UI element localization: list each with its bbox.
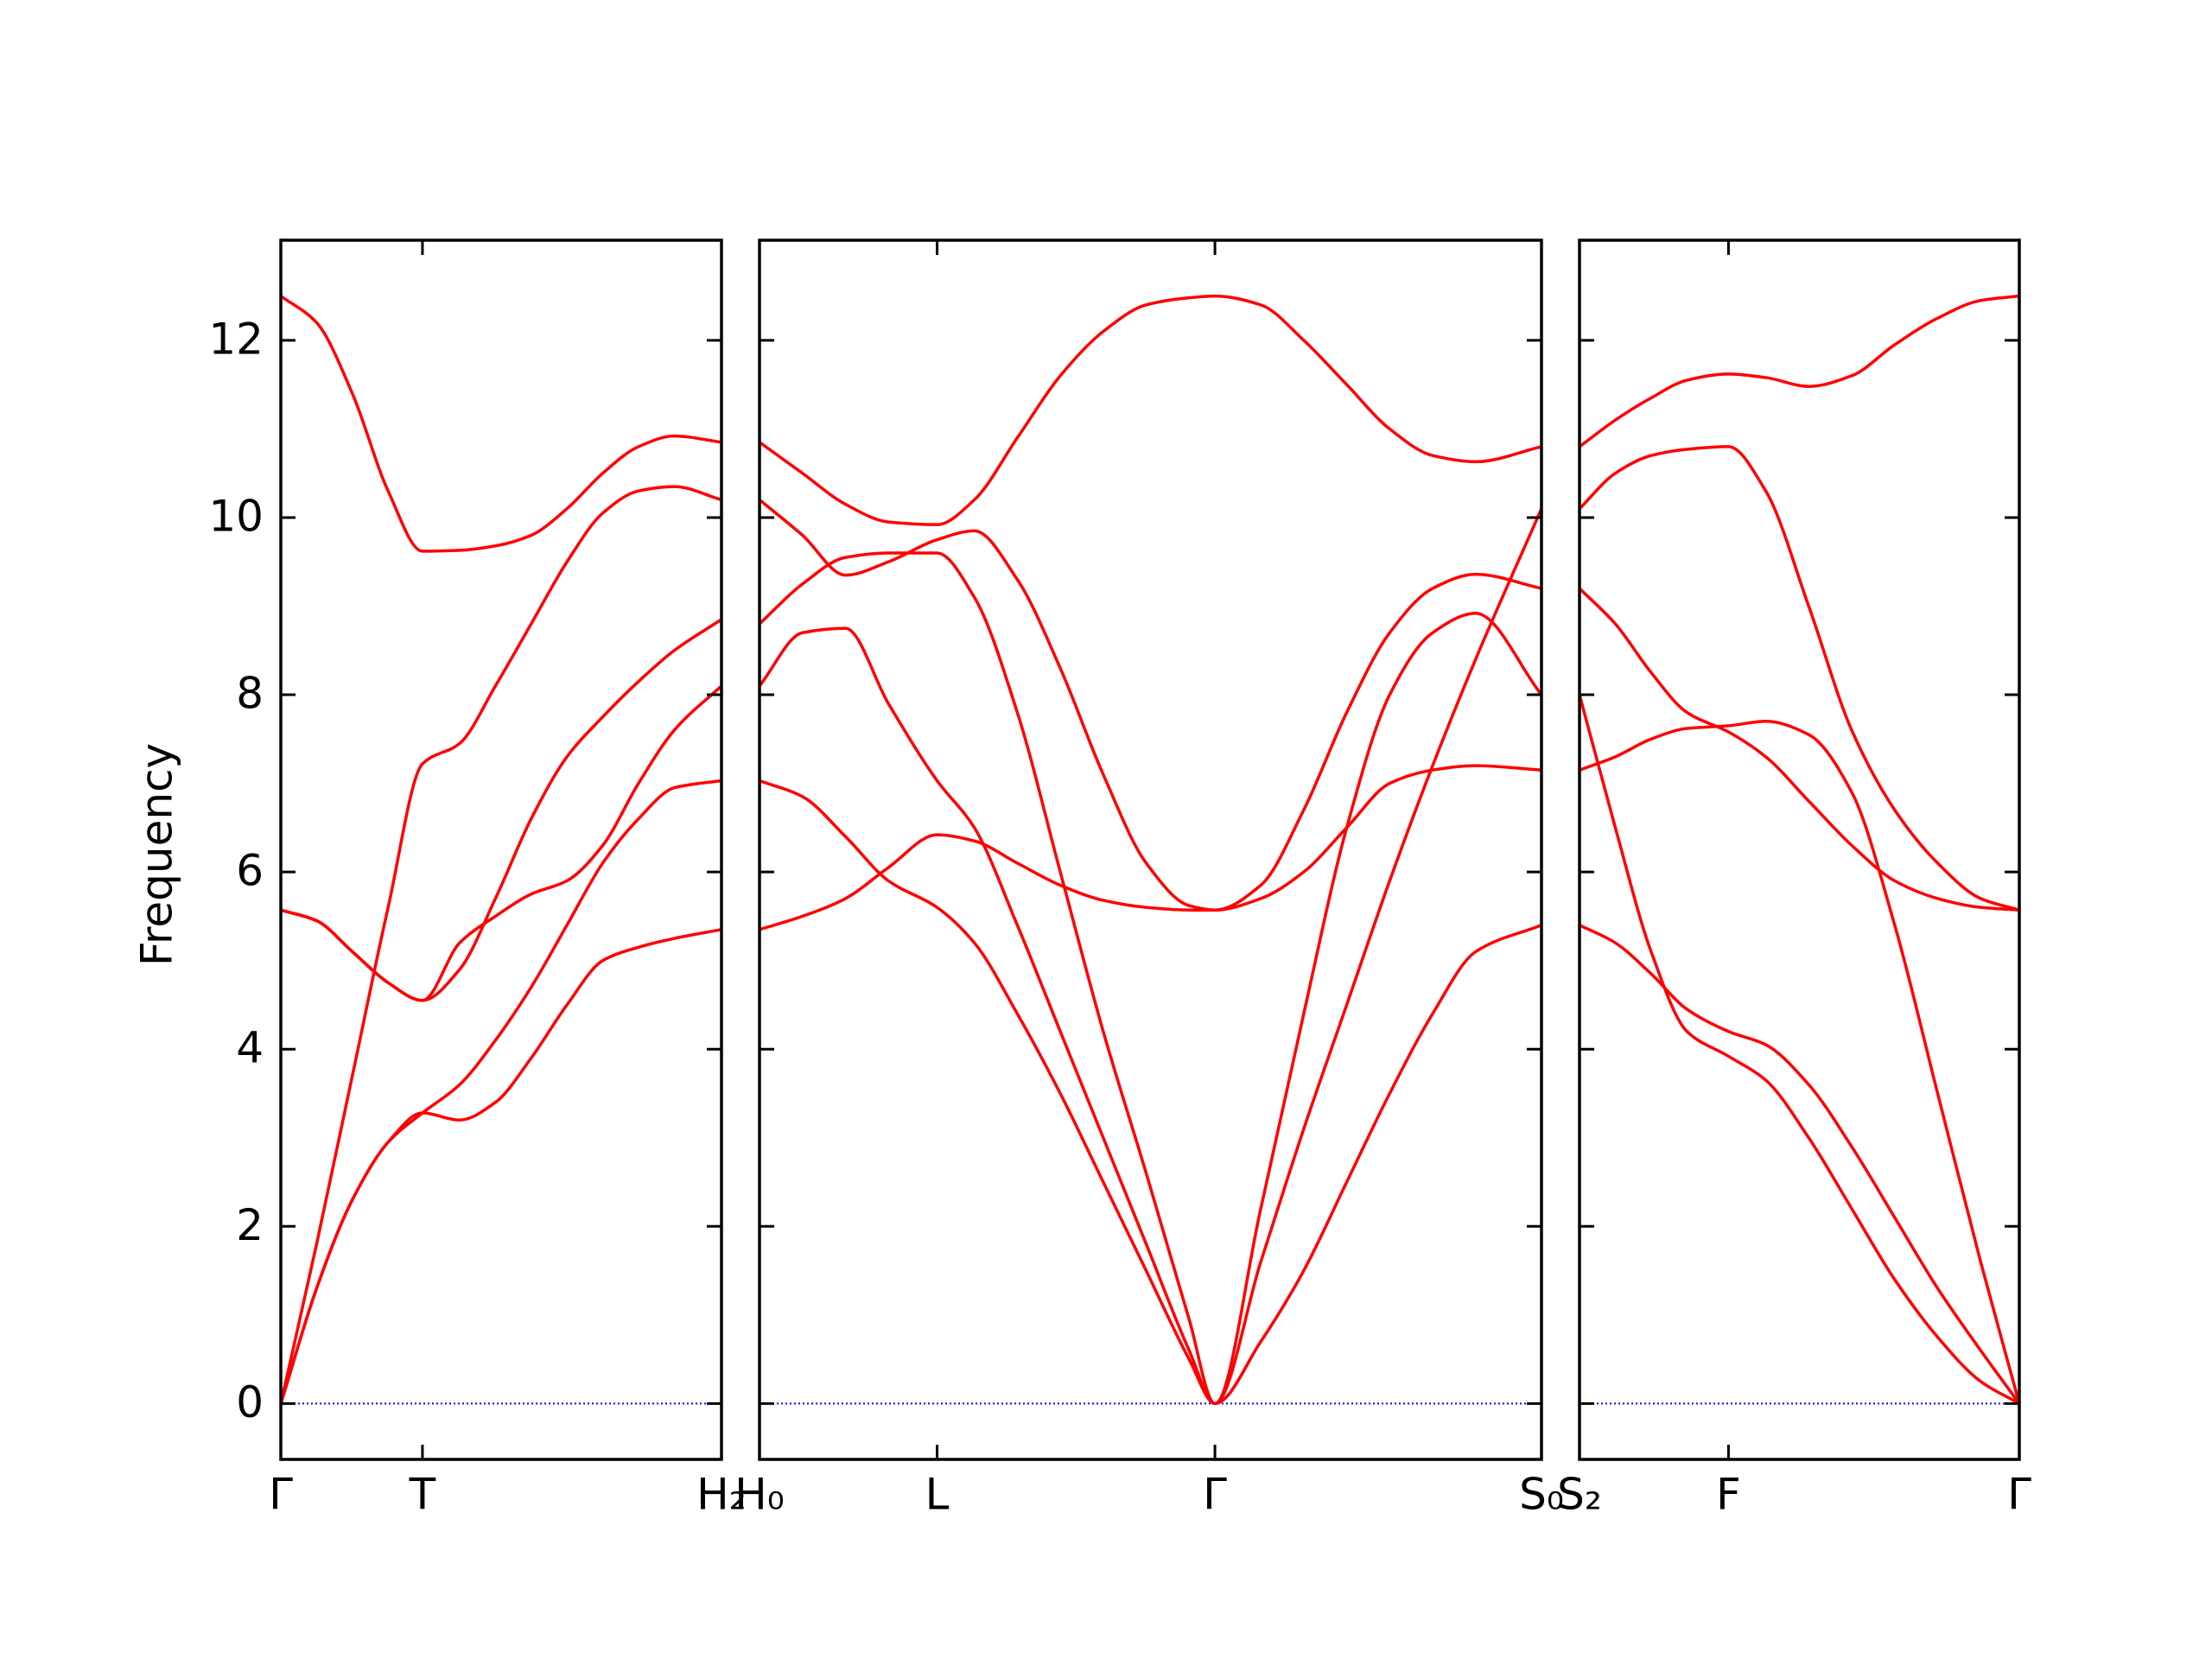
band-line bbox=[279, 485, 722, 1404]
x-tick-label: T bbox=[409, 1470, 436, 1520]
x-tick-label: S₀ bbox=[1519, 1470, 1564, 1520]
x-tick-label: F bbox=[1716, 1470, 1741, 1520]
band-line bbox=[279, 295, 722, 553]
y-tick-label: 8 bbox=[236, 669, 264, 719]
panel-frame bbox=[279, 238, 723, 1461]
band-line bbox=[279, 928, 722, 1404]
x-tick-label: L bbox=[925, 1470, 950, 1520]
band-line bbox=[1578, 694, 2020, 1405]
x-tick-label: H₀ bbox=[734, 1470, 785, 1520]
x-tick-label: H₂ bbox=[696, 1470, 747, 1520]
band-line bbox=[759, 779, 1542, 1406]
band-line bbox=[1578, 294, 2020, 448]
x-tick-label: S₂ bbox=[1557, 1470, 1602, 1520]
panel-frame bbox=[1578, 238, 2021, 1461]
band-line bbox=[280, 684, 723, 1002]
band-line bbox=[1578, 445, 2020, 912]
panel-frame bbox=[758, 238, 1543, 1461]
y-tick-label: 10 bbox=[208, 491, 264, 541]
band-line bbox=[759, 764, 1542, 931]
band-line bbox=[758, 611, 1543, 1406]
y-tick-label: 6 bbox=[236, 846, 264, 896]
band-line bbox=[1579, 924, 2021, 1405]
band-line bbox=[758, 508, 1543, 1406]
y-tick-label: 0 bbox=[236, 1377, 264, 1427]
band-line bbox=[1579, 720, 2021, 1404]
x-tick-label: Γ bbox=[2007, 1470, 2031, 1520]
x-tick-label: Γ bbox=[1203, 1470, 1227, 1520]
band-line bbox=[758, 499, 1542, 912]
x-tick-label: Γ bbox=[269, 1470, 293, 1520]
band-line bbox=[758, 294, 1542, 526]
y-tick-label: 2 bbox=[236, 1200, 264, 1250]
y-tick-label: 4 bbox=[236, 1023, 264, 1073]
band-line bbox=[1578, 587, 2020, 912]
y-tick-label: 12 bbox=[208, 314, 264, 364]
y-axis-label: Frequency bbox=[132, 743, 182, 966]
